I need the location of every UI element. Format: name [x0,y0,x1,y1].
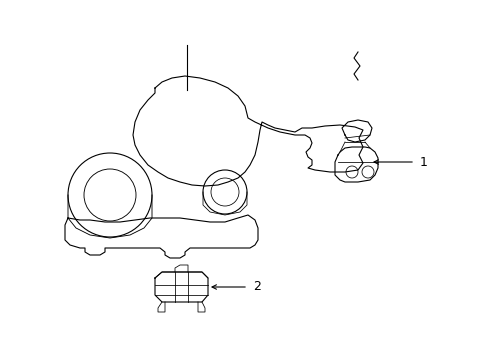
Text: 2: 2 [252,280,260,293]
Text: 1: 1 [419,156,427,168]
